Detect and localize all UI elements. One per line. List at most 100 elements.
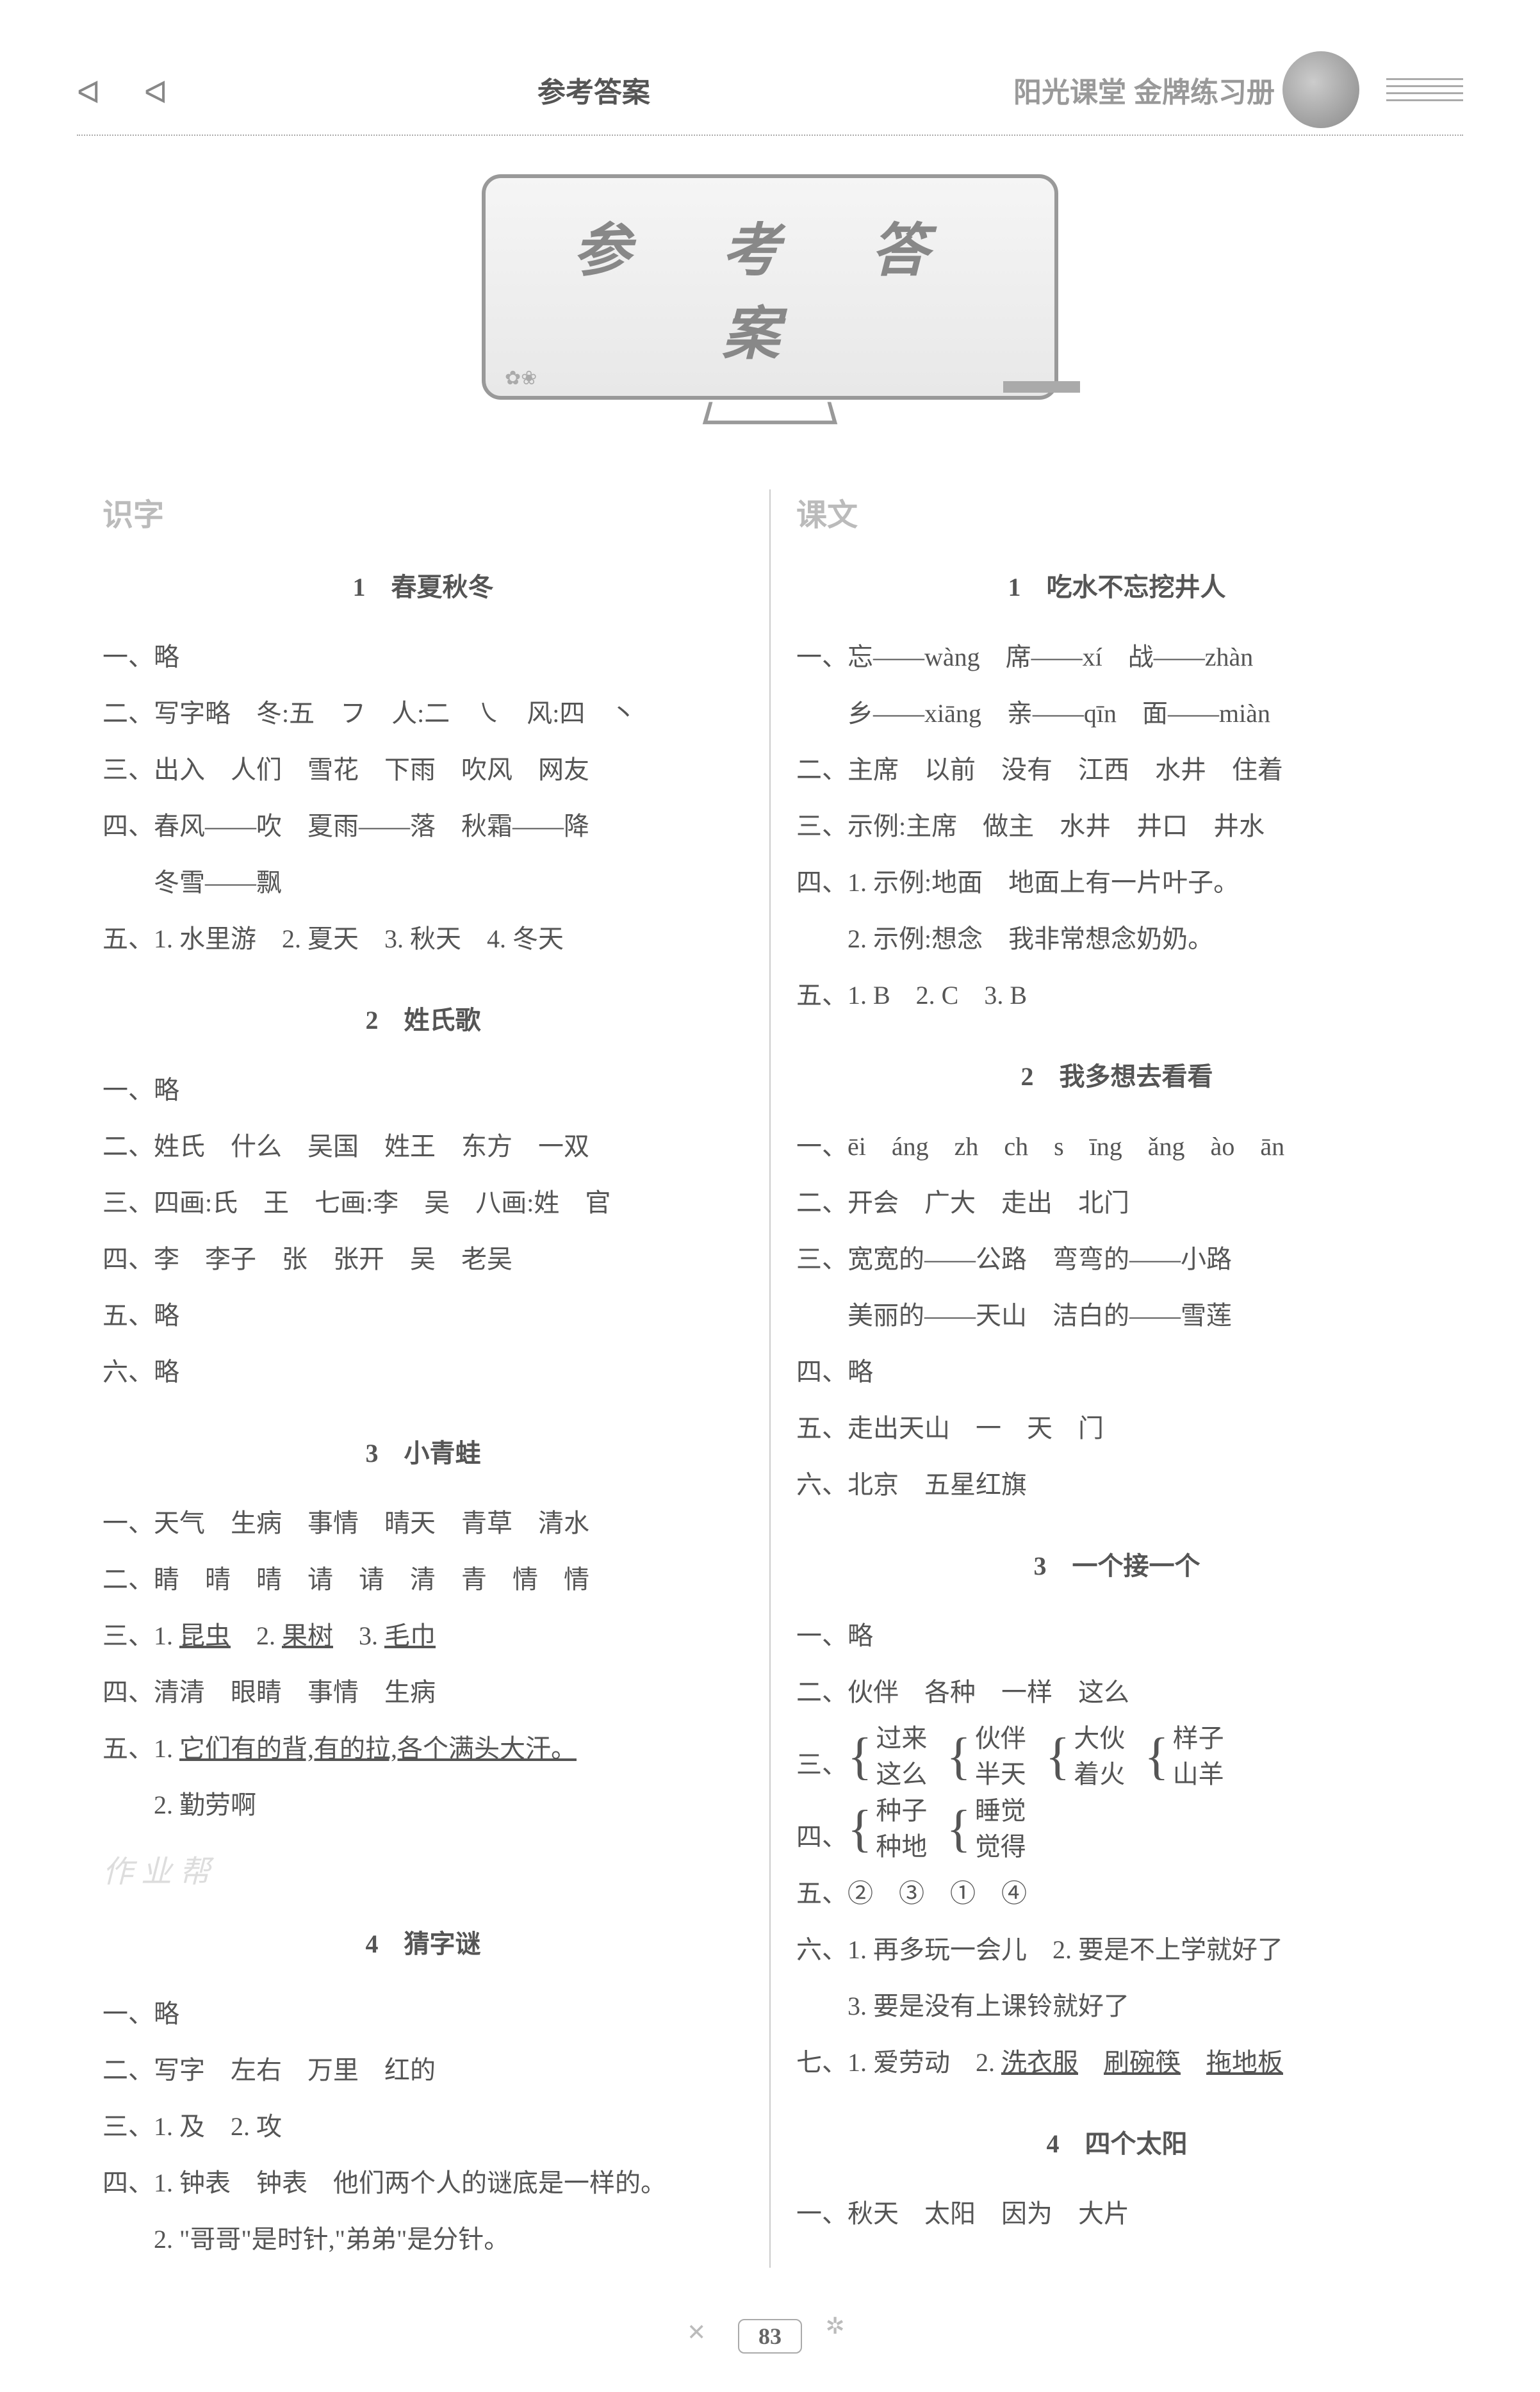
underlined-text: 它们有的背,有的拉,各个满头大汗。 [179, 1734, 577, 1763]
answer-line: 三、出入 人们 雪花 下雨 吹风 网友 [102, 742, 744, 798]
brace-icon: { [1045, 1741, 1070, 1772]
header-brand-2: 金牌练习册 [1134, 69, 1275, 110]
lesson-title: 1 吃水不忘挖井人 [796, 566, 1438, 603]
row-prefix: 三、 [796, 1750, 848, 1779]
brace-items: 大伙着火 [1074, 1721, 1125, 1792]
answer-line: 一、略 [102, 629, 744, 685]
lesson-title: 4 四个太阳 [796, 2123, 1438, 2160]
answer-line: 二、写字略 冬:五 フ 人:二 ㇏ 风:四 丶 [102, 685, 744, 742]
right-column: 课文 1 吃水不忘挖井人一、忘——wàng 席——xí 战——zhàn 乡——x… [771, 489, 1463, 2268]
brace-row: 三、{过来这么{伙伴半天{大伙着火{样子山羊 [796, 1721, 1438, 1793]
lesson-title: 3 小青蛙 [102, 1432, 744, 1470]
brace-group: {样子山羊 [1144, 1721, 1224, 1792]
brace-item: 过来 [876, 1721, 927, 1757]
answer-line: 四、1. 钟表 钟表 他们两个人的谜底是一样的。 [102, 2155, 744, 2211]
answer-line: 五、略 [102, 1288, 744, 1344]
answer-line: 三、1. 及 2. 攻 [102, 2099, 744, 2155]
brace-item: 山羊 [1173, 1757, 1224, 1792]
page: ᐊ ᐊ 参考答案 阳光课堂 金牌练习册 参 考 答 案 ✿❀ ▬▬ 识字 1 春… [0, 0, 1540, 2392]
answer-line: 2. 勤劳啊 [102, 1777, 744, 1833]
bird-icon: ᐊ ᐊ [77, 67, 174, 112]
answer-line: 六、略 [102, 1344, 744, 1400]
brace-group: {过来这么 [848, 1721, 927, 1792]
pinwheel-icon: ✲ [826, 2313, 845, 2339]
answer-line: 五、1. 水里游 2. 夏天 3. 秋天 4. 冬天 [102, 911, 744, 967]
answer-line: 一、天气 生病 事情 晴天 青草 清水 [102, 1495, 744, 1552]
brace-group: {伙伴半天 [946, 1721, 1026, 1792]
right-section-label: 课文 [796, 489, 1438, 534]
brace-item: 种子 [876, 1793, 927, 1829]
answer-line: 乡——xiāng 亲——qīn 面——miàn [796, 685, 1438, 742]
underlined-text: 昆虫 [179, 1621, 231, 1650]
answer-line: 六、北京 五星红旗 [796, 1457, 1438, 1513]
board-stand [703, 402, 838, 425]
brace-items: 过来这么 [876, 1721, 927, 1792]
lesson-title: 2 姓氏歌 [102, 999, 744, 1036]
answer-line: 3. 要是没有上课铃就好了 [796, 1978, 1438, 2035]
brace-item: 觉得 [975, 1829, 1026, 1865]
answer-line: 五、1. B 2. C 3. B [796, 967, 1438, 1024]
header-brand-1: 阳光课堂 [1013, 69, 1126, 110]
answer-line: 2. 示例:想念 我非常想念奶奶。 [796, 911, 1438, 967]
answer-line: 五、1. 它们有的背,有的拉,各个满头大汗。 [102, 1721, 744, 1777]
answer-line: 2. "哥哥"是时针,"弟弟"是分针。 [102, 2211, 744, 2268]
answer-line: 一、略 [102, 1062, 744, 1118]
watermark: 作 业 帮 [102, 1846, 744, 1891]
brace-icon: { [946, 1814, 971, 1844]
answer-line: 三、1. 昆虫 2. 果树 3. 毛巾 [102, 1608, 744, 1664]
brace-item: 大伙 [1074, 1721, 1125, 1757]
answer-line: 五、② ③ ① ④ [796, 1865, 1438, 1922]
answer-line: 一、略 [796, 1608, 1438, 1664]
plant-icon: ✿❀ [505, 367, 537, 389]
brace-item: 样子 [1173, 1721, 1224, 1757]
header-lines-icon [1386, 78, 1463, 101]
lesson-title: 2 我多想去看看 [796, 1056, 1438, 1093]
brace-icon: { [848, 1741, 872, 1772]
lesson-title: 1 春夏秋冬 [102, 566, 744, 603]
brace-group: {睡觉觉得 [946, 1793, 1026, 1865]
answer-line: 三、示例:主席 做主 水井 井口 井水 [796, 798, 1438, 855]
brace-group: {种子种地 [848, 1793, 927, 1865]
answer-line: 六、1. 再多玩一会儿 2. 要是不上学就好了 [796, 1922, 1438, 1978]
answer-line: 三、四画:氏 王 七画:李 吴 八画:姓 官 [102, 1175, 744, 1231]
brace-item: 这么 [876, 1757, 927, 1792]
page-footer: ✕ 83 ✲ [77, 2319, 1463, 2354]
answer-line: 二、睛 晴 晴 请 请 清 青 情 情 [102, 1552, 744, 1608]
answer-line: 四、1. 示例:地面 地面上有一片叶子。 [796, 855, 1438, 911]
header-right: 阳光课堂 金牌练习册 [1013, 51, 1463, 128]
row-prefix: 四、 [796, 1823, 848, 1851]
lesson-title: 3 一个接一个 [796, 1545, 1438, 1582]
left-column: 识字 1 春夏秋冬一、略二、写字略 冬:五 フ 人:二 ㇏ 风:四 丶三、出入 … [77, 489, 769, 2268]
brace-row: 四、{种子种地{睡觉觉得 [796, 1793, 1438, 1865]
answer-line: 一、ēi áng zh ch s īng ǎng ào ān [796, 1118, 1438, 1175]
answer-line: 一、秋天 太阳 因为 大片 [796, 2186, 1438, 2242]
underlined-text: 洗衣服 [1001, 2048, 1078, 2077]
answer-line: 冬雪——飘 [102, 855, 744, 911]
header-left: ᐊ ᐊ [77, 67, 174, 112]
underlined-text: 毛巾 [384, 1621, 436, 1650]
answer-line: 四、春风——吹 夏雨——落 秋霜——降 [102, 798, 744, 855]
answer-line: 二、姓氏 什么 吴国 姓王 东方 一双 [102, 1118, 744, 1175]
brace-items: 种子种地 [876, 1793, 927, 1865]
globe-icon [1282, 51, 1359, 128]
brace-item: 半天 [975, 1757, 1026, 1792]
answer-line: 四、李 李子 张 张开 吴 老吴 [102, 1231, 744, 1288]
brace-item: 伙伴 [975, 1721, 1026, 1757]
underlined-text: 果树 [282, 1621, 333, 1650]
page-header: ᐊ ᐊ 参考答案 阳光课堂 金牌练习册 [77, 51, 1463, 136]
brace-item: 种地 [876, 1829, 927, 1865]
brace-group: {大伙着火 [1045, 1721, 1125, 1792]
brace-icon: { [1144, 1741, 1168, 1772]
answer-line: 二、开会 广大 走出 北门 [796, 1175, 1438, 1231]
brace-item: 着火 [1074, 1757, 1125, 1792]
brace-icon: { [848, 1814, 872, 1844]
brace-items: 睡觉觉得 [975, 1793, 1026, 1865]
answer-line: 二、主席 以前 没有 江西 水井 住着 [796, 742, 1438, 798]
content-columns: 识字 1 春夏秋冬一、略二、写字略 冬:五 フ 人:二 ㇏ 风:四 丶三、出入 … [77, 489, 1463, 2268]
board-title: 参 考 答 案 [524, 204, 1016, 370]
brace-items: 样子山羊 [1173, 1721, 1224, 1792]
board-frame: 参 考 答 案 ✿❀ ▬▬ [482, 174, 1058, 400]
underlined-text: 拖地板 [1206, 2048, 1283, 2077]
brace-item: 睡觉 [975, 1793, 1026, 1829]
answer-line: 三、宽宽的——公路 弯弯的——小路 [796, 1231, 1438, 1288]
